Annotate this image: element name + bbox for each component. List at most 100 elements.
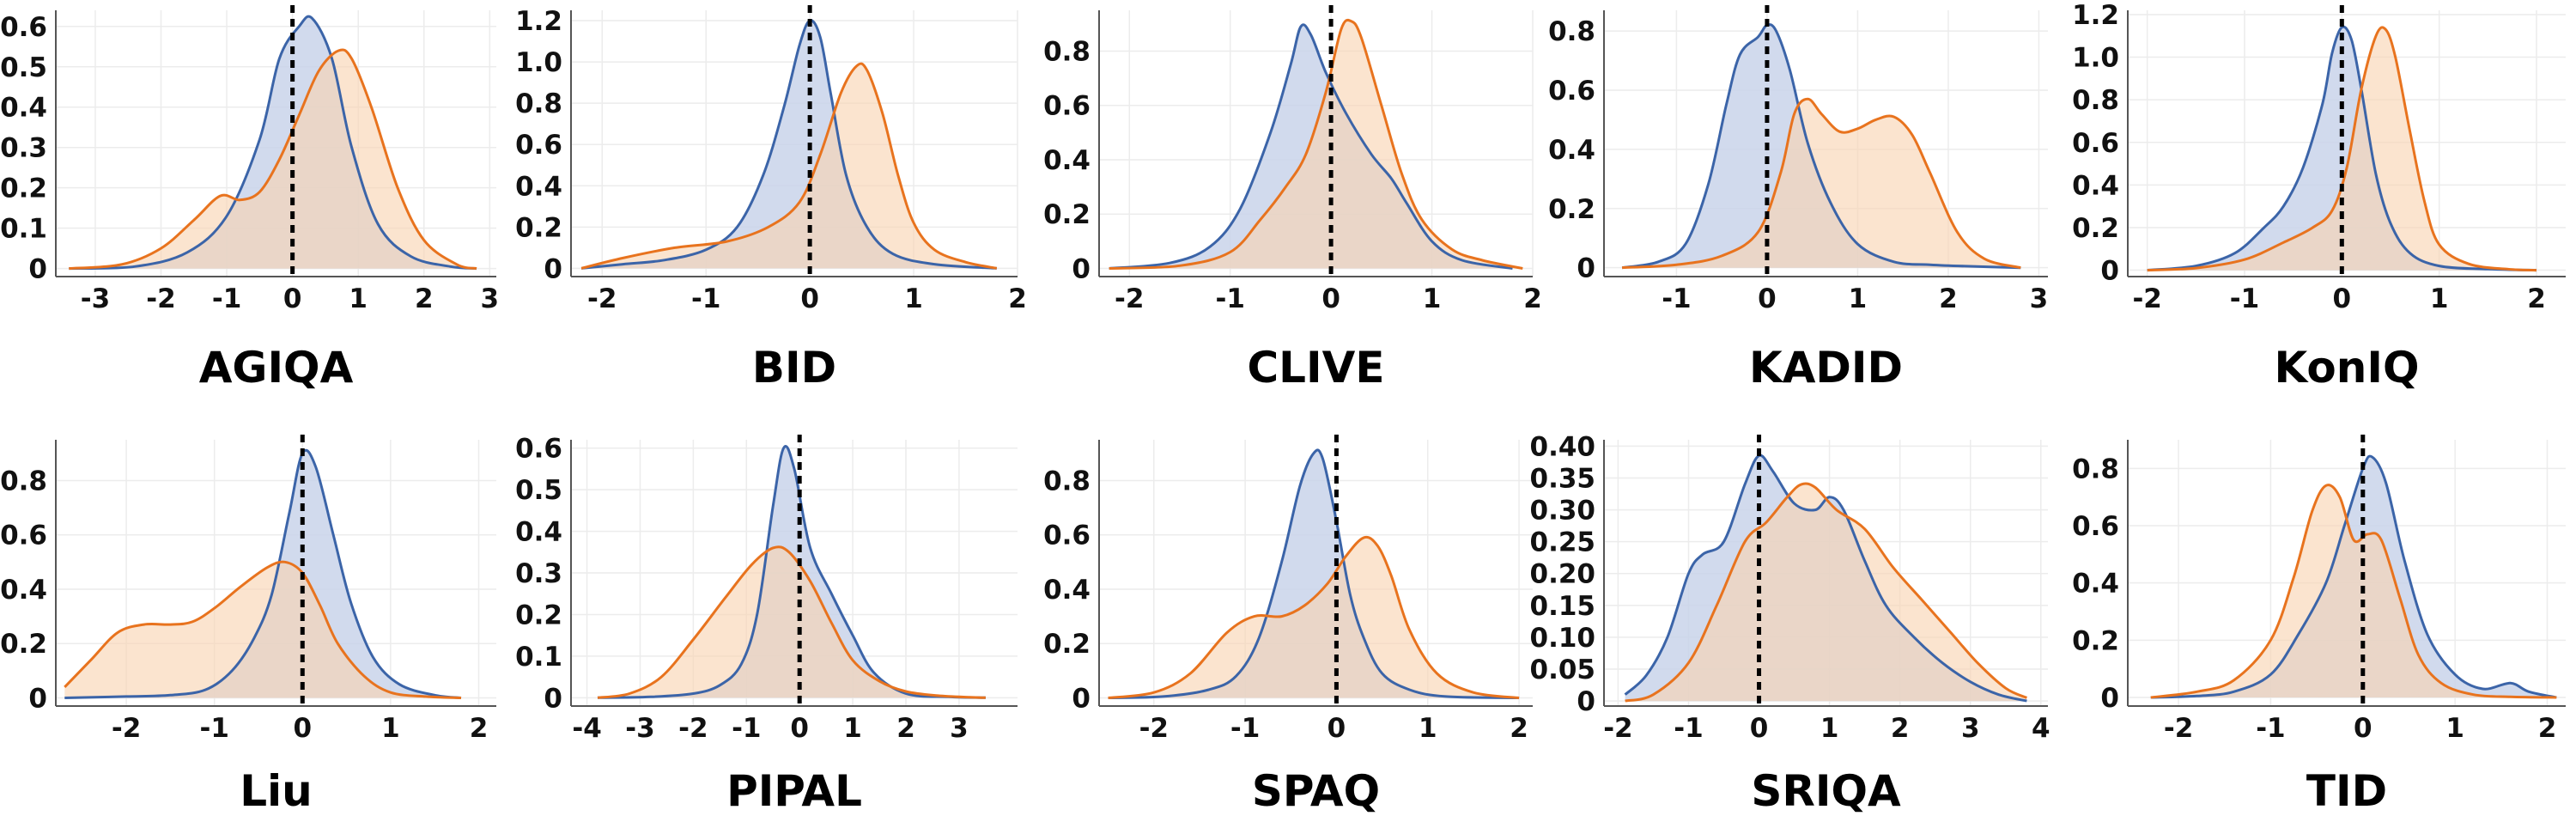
area-orange xyxy=(64,562,462,698)
x-tick-label: 2 xyxy=(1939,283,1958,314)
area-orange xyxy=(598,546,986,698)
y-tick-label: 0 xyxy=(1072,254,1091,285)
x-tick-label: 0 xyxy=(800,283,819,314)
y-tick-label: 0 xyxy=(2100,683,2119,714)
x-tick-label: -1 xyxy=(212,283,241,314)
panel-title: BID xyxy=(752,343,836,393)
x-tick-label: 0 xyxy=(2354,713,2372,744)
x-tick-label: 0 xyxy=(1327,713,1346,744)
y-tick-label: 0.8 xyxy=(515,88,562,119)
x-tick-label: 1 xyxy=(2445,713,2464,744)
y-tick-label: 0 xyxy=(28,254,47,285)
y-tick-label: 0.4 xyxy=(1043,145,1091,176)
y-tick-label: 0.2 xyxy=(515,212,562,243)
y-tick-label: 0.6 xyxy=(515,130,562,161)
line-orange xyxy=(2150,484,2557,699)
y-tick-label: 0.6 xyxy=(1548,76,1595,107)
x-tick-label: -2 xyxy=(587,283,617,314)
x-tick-label: 1 xyxy=(381,713,400,744)
y-tick-label: 0.2 xyxy=(2072,213,2119,244)
density-panel-spaq: -2 -1 0 1 2 0 0.2 0.4 0.6 0.8 SPAQ xyxy=(1043,435,1533,816)
line-blue xyxy=(1624,454,2027,703)
y-tick-label: 0.2 xyxy=(515,600,562,630)
x-tick-label: -1 xyxy=(2230,283,2259,314)
x-tick-label: 0 xyxy=(1321,283,1340,314)
y-tick-label: 0.6 xyxy=(1043,521,1091,551)
y-tick-label: 0 xyxy=(1577,253,1595,284)
panel-title: CLIVE xyxy=(1247,343,1384,393)
density-panel-kadid: -1 0 1 2 3 0 0.2 0.4 0.6 0.8 KADID xyxy=(1548,5,2048,393)
density-panel-koniq: -2 -1 0 1 2 0 0.2 0.4 0.6 0.8 1.0 1.2 KonIQ xyxy=(2072,0,2566,393)
y-tick-label: 0.05 xyxy=(1530,655,1596,685)
y-tick-label: 0.1 xyxy=(0,214,47,245)
y-tick-label: 0.30 xyxy=(1530,496,1596,527)
x-tick-label: -2 xyxy=(678,713,708,744)
line-blue xyxy=(1108,448,1520,699)
density-panel-pipal: -4 -3 -2 -1 0 1 2 3 0 0.1 0.2 0.3 0.4 0.5 0.6 PIPAL xyxy=(515,434,1018,816)
y-tick-label: 0.4 xyxy=(1548,135,1595,166)
density-panel-clive: -2 -1 0 1 2 0 0.2 0.4 0.6 0.8 CLIVE xyxy=(1043,5,1542,393)
y-tick-label: 0.8 xyxy=(2072,85,2119,116)
line-orange xyxy=(1109,18,1523,270)
panel-title: KonIQ xyxy=(2275,343,2420,393)
y-tick-label: 0.5 xyxy=(515,475,562,506)
x-tick-label: 0 xyxy=(283,283,302,314)
y-tick-label: 0.6 xyxy=(2072,511,2119,542)
x-tick-label: -1 xyxy=(2256,713,2285,744)
y-tick-label: 0.4 xyxy=(515,171,562,202)
y-tick-label: 0.2 xyxy=(1043,629,1091,660)
y-tick-label: 0.15 xyxy=(1530,591,1596,622)
y-tick-label: 0 xyxy=(544,253,562,284)
line-blue xyxy=(580,19,997,270)
panel-title: SPAQ xyxy=(1252,766,1380,816)
x-tick-label: 1 xyxy=(1849,283,1868,314)
density-panel-sriqa: -2 -1 0 1 2 3 400.050.100.150.200.250.300.350.… xyxy=(1530,431,2050,816)
y-tick-label: 1.2 xyxy=(515,6,562,37)
x-tick-label: -1 xyxy=(1662,283,1691,314)
x-tick-label: 2 xyxy=(896,713,915,744)
x-tick-label: 1 xyxy=(1419,713,1437,744)
y-tick-label: 0.6 xyxy=(0,521,47,551)
line-blue xyxy=(2147,25,2537,272)
line-blue xyxy=(1621,23,2021,270)
density-panel-agiqa: -3 -2 -1 0 1 2 3 0 0.1 0.2 0.3 0.4 0.5 0.6 AGIQA xyxy=(0,5,499,393)
area-orange xyxy=(581,64,997,269)
x-tick-label: -2 xyxy=(1603,713,1632,744)
x-tick-label: -2 xyxy=(146,283,175,314)
y-tick-label: 0 xyxy=(2100,256,2119,287)
y-tick-label: 0.40 xyxy=(1530,431,1596,462)
density-panel-liu: -2 -1 0 1 2 0 0.2 0.4 0.6 0.8 Liu xyxy=(0,435,496,816)
line-orange xyxy=(64,560,462,699)
x-tick-label: 1 xyxy=(1423,283,1442,314)
y-tick-label: 0.6 xyxy=(0,12,47,43)
y-tick-label: 0.2 xyxy=(1548,194,1595,225)
area-orange xyxy=(1625,483,2027,702)
y-tick-label: 1.2 xyxy=(2072,0,2119,31)
y-tick-label: 0.8 xyxy=(0,466,47,496)
panel-title: Liu xyxy=(240,766,313,816)
area-blue xyxy=(581,20,997,269)
area-orange xyxy=(1108,537,1520,698)
line-orange xyxy=(1108,535,1520,699)
x-tick-label: 3 xyxy=(1961,713,1980,744)
x-tick-label: 2 xyxy=(470,713,489,744)
x-tick-label: -2 xyxy=(112,713,141,744)
line-orange xyxy=(2147,26,2537,272)
y-tick-label: 0 xyxy=(544,683,562,714)
y-tick-label: 0.2 xyxy=(1043,199,1091,230)
y-tick-label: 1.0 xyxy=(2072,43,2119,74)
area-blue xyxy=(1622,24,2021,268)
x-tick-label: -2 xyxy=(2132,283,2161,314)
y-tick-label: 1.0 xyxy=(515,47,562,78)
x-tick-label: -1 xyxy=(732,713,761,744)
y-tick-label: 0.6 xyxy=(2072,128,2119,159)
line-orange xyxy=(69,48,477,271)
line-orange xyxy=(580,62,998,270)
panel-title: PIPAL xyxy=(726,766,862,816)
y-tick-label: 0.8 xyxy=(1548,16,1595,47)
y-tick-label: 0.10 xyxy=(1530,623,1596,654)
y-tick-label: 0.20 xyxy=(1530,559,1596,590)
x-tick-label: 1 xyxy=(843,713,862,744)
line-blue xyxy=(64,448,462,699)
x-tick-label: -1 xyxy=(1215,283,1244,314)
